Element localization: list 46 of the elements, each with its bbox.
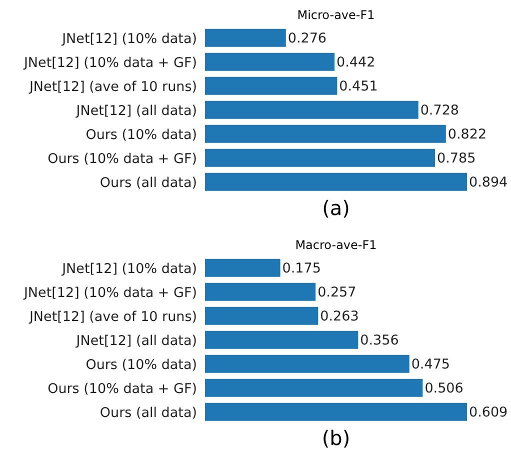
bar bbox=[205, 354, 410, 373]
data-label: 0.506 bbox=[424, 380, 464, 397]
data-label: 0.785 bbox=[437, 150, 476, 167]
y-tick-label: JNet[12] (all data) bbox=[75, 332, 197, 349]
y-tick-label: JNet[12] (all data) bbox=[75, 102, 197, 119]
data-label: 0.822 bbox=[448, 126, 487, 143]
data-label: 0.728 bbox=[420, 102, 460, 119]
y-tick-label: Ours (all data) bbox=[100, 174, 197, 191]
data-label: 0.442 bbox=[336, 54, 376, 71]
bar bbox=[205, 258, 280, 277]
data-label: 0.475 bbox=[411, 356, 450, 373]
y-tick-label: Ours (all data) bbox=[100, 404, 197, 421]
data-label: 0.609 bbox=[469, 404, 508, 421]
bar bbox=[205, 124, 446, 143]
bar bbox=[205, 282, 316, 301]
data-label: 0.257 bbox=[318, 284, 356, 301]
text: (b) bbox=[320, 426, 352, 452]
bar bbox=[205, 378, 423, 397]
text: (a) bbox=[321, 196, 351, 222]
y-tick-label: Ours (10% data) bbox=[86, 356, 197, 373]
bar bbox=[205, 76, 338, 95]
data-label: 0.894 bbox=[469, 174, 508, 191]
y-tick-label: Ours (10% data) bbox=[86, 126, 197, 143]
data-label: 0.276 bbox=[288, 30, 327, 47]
bar bbox=[205, 172, 467, 191]
bar bbox=[205, 148, 436, 167]
bar bbox=[205, 306, 318, 325]
chart-title: Macro-ave-F1 bbox=[294, 238, 378, 254]
data-label: 0.356 bbox=[360, 332, 399, 349]
y-tick-label: JNet[12] (10% data + GF) bbox=[22, 284, 197, 301]
bar bbox=[205, 402, 467, 421]
y-tick-label: JNet[12] (ave of 10 runs) bbox=[28, 78, 197, 95]
bar bbox=[205, 52, 335, 71]
chart-title: Micro-ave-F1 bbox=[296, 8, 376, 24]
data-label: 0.263 bbox=[320, 308, 359, 325]
y-tick-label: JNet[12] (10% data) bbox=[61, 30, 197, 47]
y-tick-label: Ours (10% data + GF) bbox=[48, 150, 197, 167]
data-label: 0.451 bbox=[339, 78, 378, 95]
bar bbox=[205, 28, 286, 47]
y-tick-label: Ours (10% data + GF) bbox=[48, 380, 197, 397]
data-label: 0.175 bbox=[282, 260, 321, 277]
bar bbox=[205, 330, 358, 349]
y-tick-label: JNet[12] (ave of 10 runs) bbox=[28, 308, 197, 325]
bar bbox=[205, 100, 418, 119]
y-tick-label: JNet[12] (10% data) bbox=[61, 260, 197, 277]
y-tick-label: JNet[12] (10% data + GF) bbox=[22, 54, 197, 71]
